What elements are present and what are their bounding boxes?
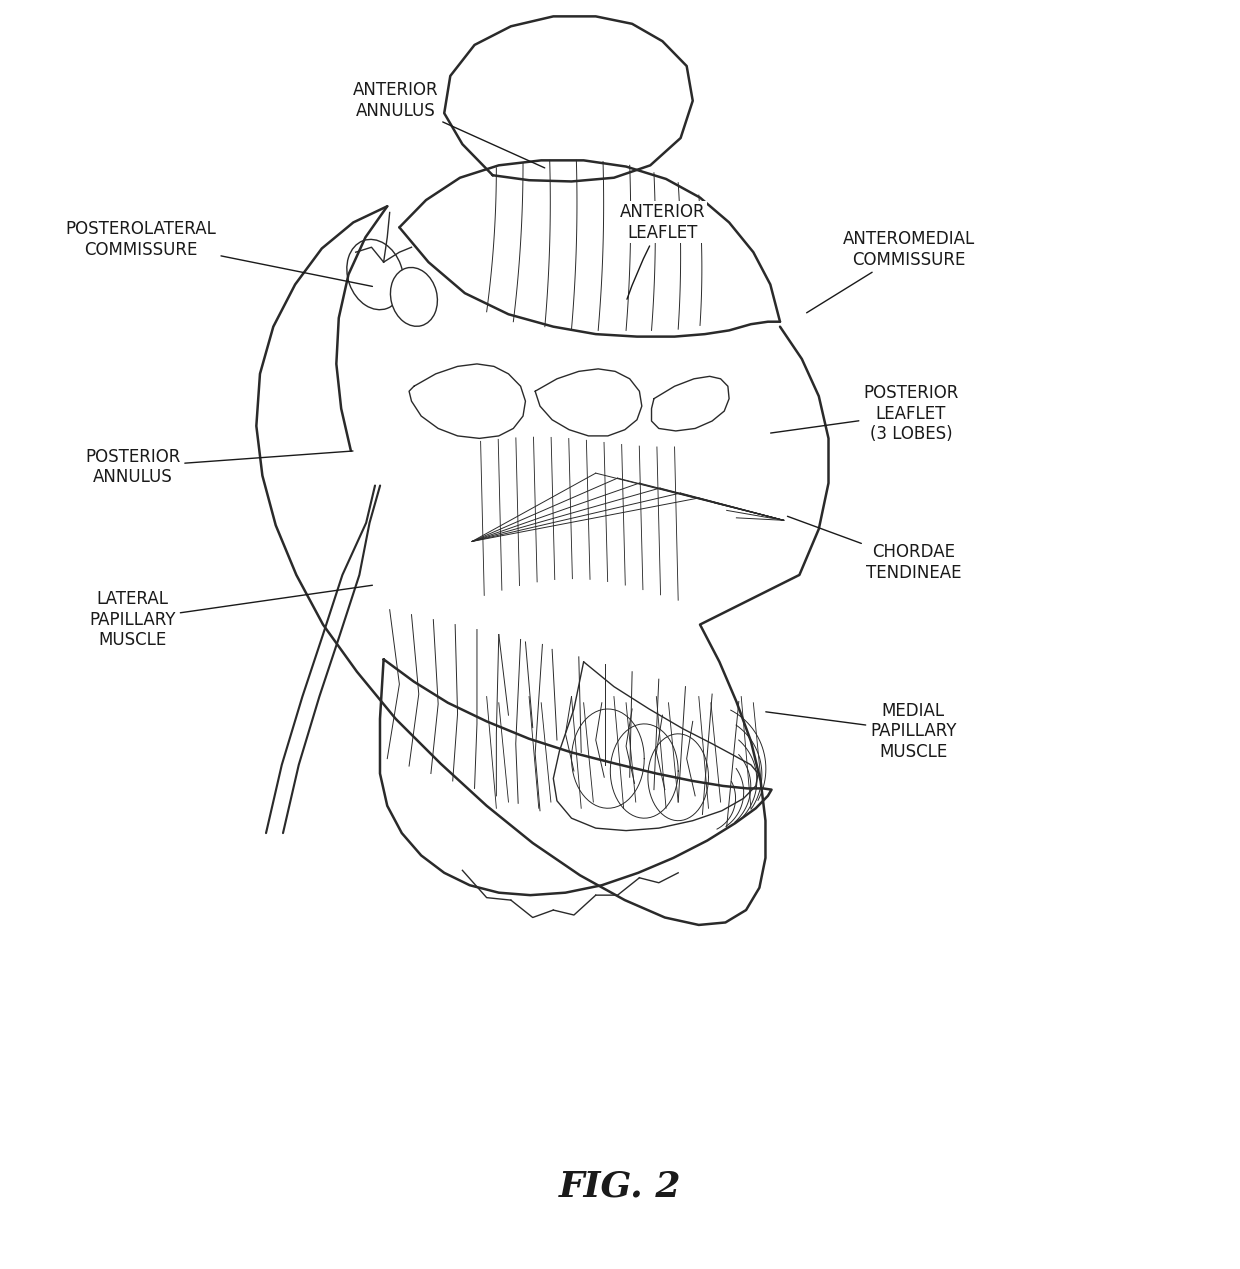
Text: POSTEROLATERAL
COMMISSURE: POSTEROLATERAL COMMISSURE — [66, 221, 372, 287]
Text: ANTERIOR
ANNULUS: ANTERIOR ANNULUS — [353, 81, 544, 168]
Text: CHORDAE
TENDINEAE: CHORDAE TENDINEAE — [787, 516, 961, 582]
Text: ANTEROMEDIAL
COMMISSURE: ANTEROMEDIAL COMMISSURE — [807, 230, 975, 312]
Text: MEDIAL
PAPILLARY
MUSCLE: MEDIAL PAPILLARY MUSCLE — [766, 702, 956, 761]
Text: FIG. 2: FIG. 2 — [559, 1170, 681, 1204]
Text: ANTERIOR
LEAFLET: ANTERIOR LEAFLET — [620, 203, 706, 299]
Text: POSTERIOR
ANNULUS: POSTERIOR ANNULUS — [86, 448, 353, 486]
Ellipse shape — [391, 268, 438, 326]
Ellipse shape — [347, 240, 403, 310]
Text: POSTERIOR
LEAFLET
(3 LOBES): POSTERIOR LEAFLET (3 LOBES) — [770, 383, 959, 443]
Text: LATERAL
PAPILLARY
MUSCLE: LATERAL PAPILLARY MUSCLE — [89, 585, 372, 650]
